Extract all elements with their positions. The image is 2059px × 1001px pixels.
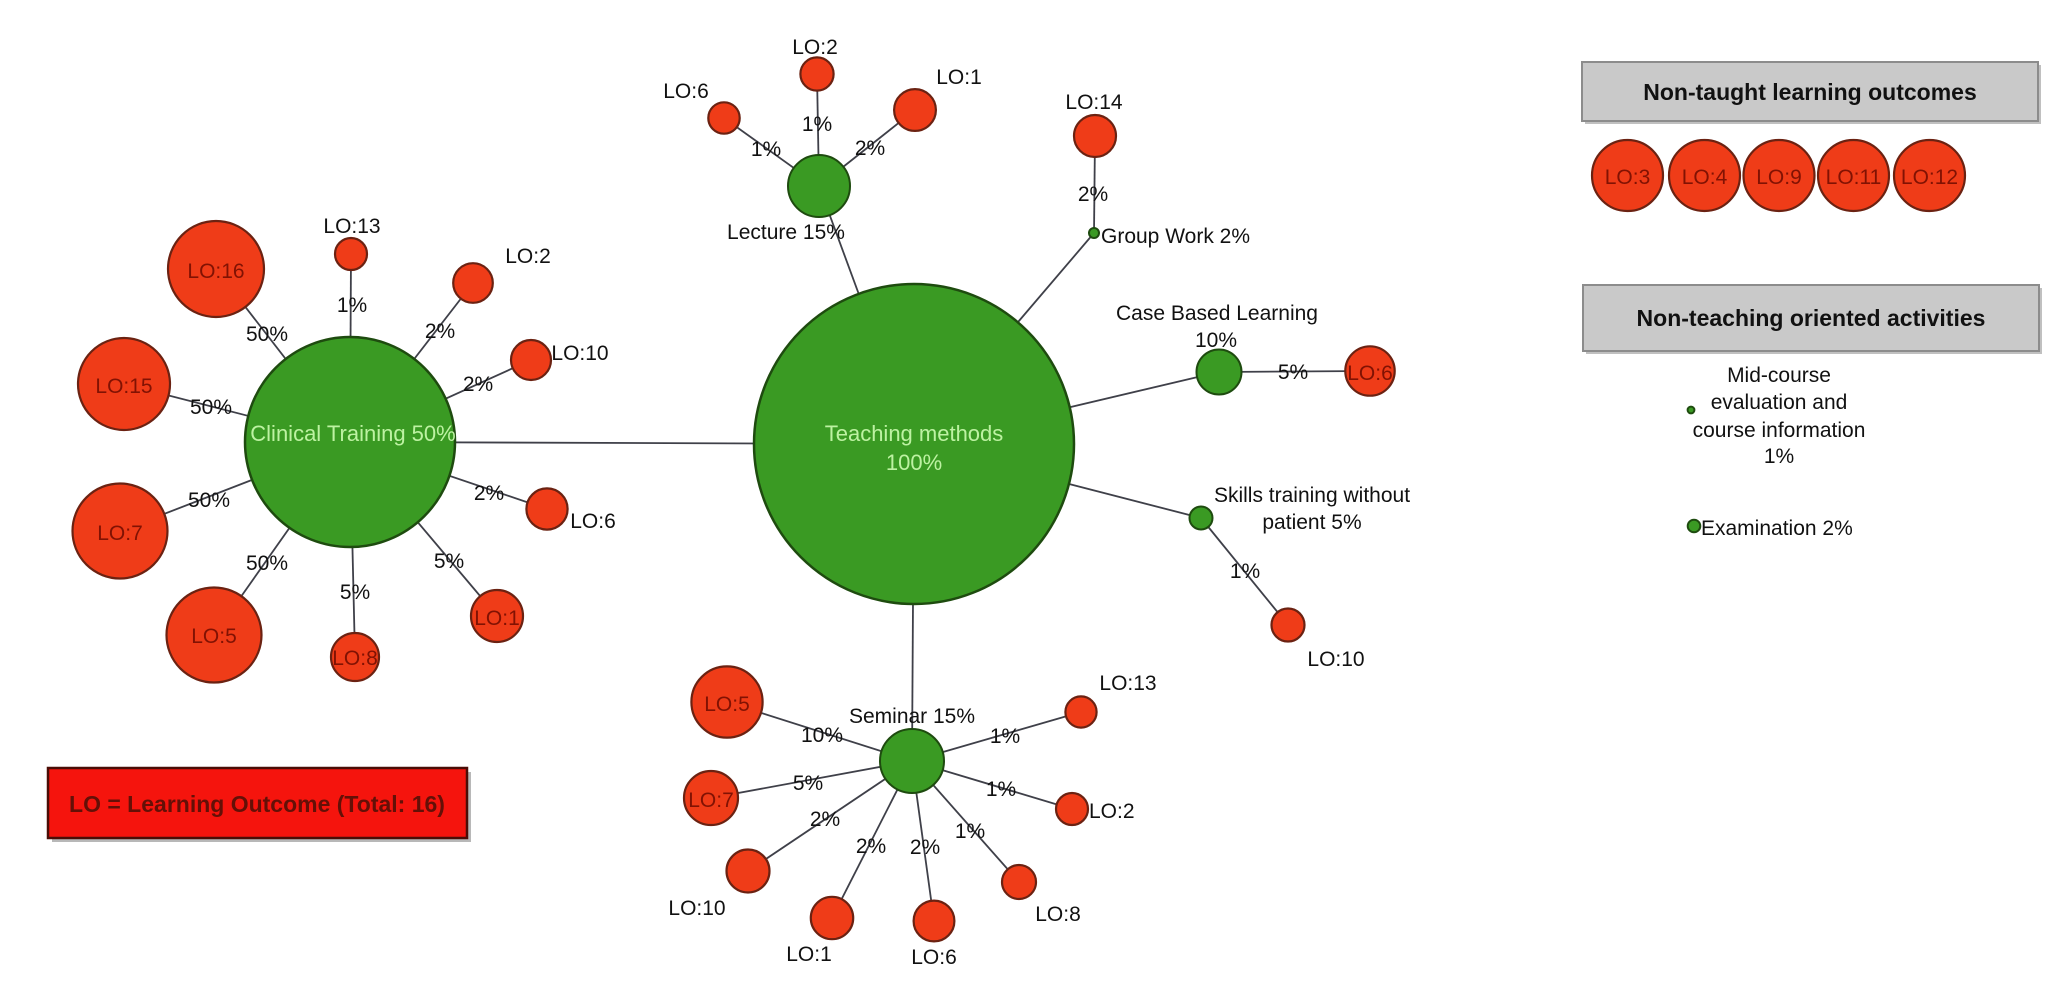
svg-text:LO:6: LO:6 bbox=[1347, 362, 1393, 385]
svg-text:Seminar 15%: Seminar 15% bbox=[849, 705, 975, 728]
svg-text:LO:3: LO:3 bbox=[1605, 166, 1651, 189]
svg-text:50%: 50% bbox=[246, 552, 288, 575]
svg-text:course information: course information bbox=[1693, 419, 1866, 442]
svg-text:LO:8: LO:8 bbox=[332, 647, 378, 670]
svg-text:1%: 1% bbox=[986, 778, 1016, 801]
svg-text:Teaching methods: Teaching methods bbox=[825, 421, 1004, 446]
svg-text:LO:2: LO:2 bbox=[505, 245, 551, 268]
svg-text:5%: 5% bbox=[793, 772, 823, 795]
svg-text:Skills training without: Skills training without bbox=[1214, 484, 1410, 507]
svg-text:1%: 1% bbox=[990, 725, 1020, 748]
svg-text:Examination 2%: Examination 2% bbox=[1701, 517, 1853, 540]
svg-text:LO:7: LO:7 bbox=[97, 522, 143, 545]
svg-text:Non-taught learning outcomes: Non-taught learning outcomes bbox=[1643, 79, 1977, 105]
svg-text:LO:5: LO:5 bbox=[704, 693, 750, 716]
svg-text:LO:1: LO:1 bbox=[786, 943, 832, 966]
svg-text:2%: 2% bbox=[910, 836, 940, 859]
svg-text:LO:1: LO:1 bbox=[474, 607, 520, 630]
svg-text:5%: 5% bbox=[1278, 361, 1308, 384]
svg-text:LO:7: LO:7 bbox=[688, 789, 734, 812]
svg-text:50%: 50% bbox=[246, 323, 288, 346]
svg-text:1%: 1% bbox=[955, 820, 985, 843]
svg-text:Case Based Learning: Case Based Learning bbox=[1116, 302, 1318, 325]
svg-text:2%: 2% bbox=[855, 137, 885, 160]
svg-text:2%: 2% bbox=[425, 320, 455, 343]
svg-text:10%: 10% bbox=[1195, 329, 1237, 352]
svg-text:LO:2: LO:2 bbox=[1089, 800, 1135, 823]
svg-text:LO:13: LO:13 bbox=[323, 215, 380, 238]
svg-text:LO:16: LO:16 bbox=[187, 260, 244, 283]
svg-text:1%: 1% bbox=[802, 113, 832, 136]
svg-text:2%: 2% bbox=[474, 482, 504, 505]
svg-text:LO:1: LO:1 bbox=[936, 66, 982, 89]
svg-text:LO:6: LO:6 bbox=[570, 510, 616, 533]
svg-text:5%: 5% bbox=[340, 581, 370, 604]
svg-text:LO:10: LO:10 bbox=[668, 897, 725, 920]
svg-text:LO:12: LO:12 bbox=[1901, 166, 1958, 189]
svg-text:LO:5: LO:5 bbox=[191, 625, 237, 648]
svg-text:LO:4: LO:4 bbox=[1682, 166, 1728, 189]
svg-text:LO:14: LO:14 bbox=[1065, 91, 1123, 114]
svg-text:Group Work 2%: Group Work 2% bbox=[1101, 225, 1250, 248]
svg-text:1%: 1% bbox=[337, 294, 367, 317]
svg-text:LO:15: LO:15 bbox=[95, 375, 152, 398]
svg-text:evaluation and: evaluation and bbox=[1711, 391, 1848, 414]
svg-text:2%: 2% bbox=[1078, 183, 1108, 206]
svg-text:LO:6: LO:6 bbox=[663, 80, 709, 103]
svg-text:1%: 1% bbox=[1764, 445, 1794, 468]
svg-text:100%: 100% bbox=[886, 450, 942, 475]
svg-text:LO:13: LO:13 bbox=[1099, 672, 1156, 695]
svg-text:1%: 1% bbox=[1230, 560, 1260, 583]
svg-text:5%: 5% bbox=[434, 550, 464, 573]
svg-text:Non-teaching oriented activiti: Non-teaching oriented activities bbox=[1637, 305, 1986, 331]
svg-text:50%: 50% bbox=[190, 396, 232, 419]
svg-text:Lecture 15%: Lecture 15% bbox=[727, 221, 845, 244]
svg-text:Mid-course: Mid-course bbox=[1727, 364, 1831, 387]
svg-text:LO:9: LO:9 bbox=[1756, 166, 1802, 189]
svg-text:10%: 10% bbox=[801, 724, 843, 747]
svg-text:LO:2: LO:2 bbox=[792, 36, 838, 59]
svg-text:Clinical Training 50%: Clinical Training 50% bbox=[250, 421, 455, 446]
svg-text:LO:11: LO:11 bbox=[1826, 166, 1882, 189]
svg-text:50%: 50% bbox=[188, 489, 230, 512]
svg-text:LO = Learning Outcome (Total:: LO = Learning Outcome (Total: 16) bbox=[69, 791, 445, 817]
svg-text:LO:10: LO:10 bbox=[551, 342, 608, 365]
svg-text:patient 5%: patient 5% bbox=[1262, 511, 1361, 534]
svg-text:2%: 2% bbox=[856, 835, 886, 858]
svg-text:LO:8: LO:8 bbox=[1035, 903, 1081, 926]
svg-text:2%: 2% bbox=[810, 808, 840, 831]
svg-text:LO:6: LO:6 bbox=[911, 946, 957, 969]
svg-text:1%: 1% bbox=[751, 138, 781, 161]
svg-text:LO:10: LO:10 bbox=[1307, 648, 1364, 671]
svg-text:2%: 2% bbox=[463, 373, 493, 396]
